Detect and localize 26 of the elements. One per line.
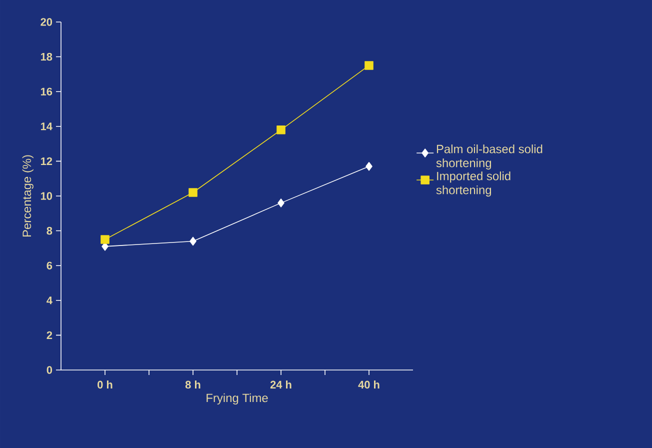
- x-tick-label: 8 h: [185, 380, 200, 389]
- point: [188, 188, 198, 197]
- point: [276, 125, 286, 134]
- y-tick-label: 14: [40, 122, 52, 130]
- y-tick-label: 18: [40, 52, 52, 61]
- y-tick-label: 6: [46, 262, 52, 270]
- x-tick-label: 0 h: [98, 380, 112, 389]
- point: [364, 61, 374, 70]
- x-tick-label: 40 h: [358, 380, 380, 389]
- y-tick-label: 8: [46, 226, 52, 235]
- y-tick-label: 12: [40, 157, 52, 166]
- y-tick-label: 2: [46, 331, 52, 340]
- x-tick-label: 24 h: [270, 380, 292, 388]
- y-tick-label: 10: [40, 192, 52, 200]
- legend-label: Imported solid shortening: [436, 172, 510, 197]
- y-axis-title: Percentage (%): [22, 155, 34, 237]
- y-tick-label: 16: [40, 88, 52, 96]
- x-axis-title: Frying Time: [206, 393, 268, 405]
- point: [100, 235, 110, 244]
- point: [366, 162, 372, 171]
- legend-label: Palm oil-based solid shortening: [436, 144, 542, 170]
- point: [190, 236, 196, 246]
- y-tick-label: 4: [46, 296, 52, 304]
- y-tick-label: 20: [40, 18, 52, 26]
- point: [278, 198, 284, 208]
- y-tick-label: 0: [46, 366, 52, 374]
